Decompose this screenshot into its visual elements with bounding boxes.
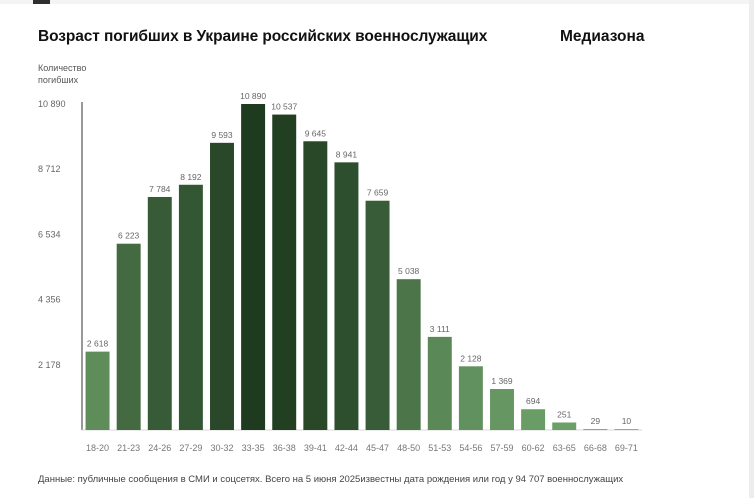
- x-tick-label: 21-23: [117, 443, 140, 453]
- bar: [147, 196, 172, 430]
- data-label: 694: [526, 396, 540, 406]
- y-tick-label: 8 712: [38, 164, 61, 174]
- y-tick-label: 10 890: [38, 99, 66, 109]
- bar: [490, 389, 514, 430]
- bar: [396, 279, 421, 430]
- data-label: 8 941: [336, 149, 358, 159]
- y-tick-label: 2 178: [38, 360, 61, 370]
- data-label: 3 111: [430, 324, 450, 334]
- x-tick-label: 30-32: [210, 443, 233, 453]
- x-tick-label: 54-56: [459, 443, 482, 453]
- bar: [210, 142, 234, 430]
- x-tick-label: 45-47: [366, 443, 389, 453]
- bar: [458, 366, 483, 430]
- x-tick-label: 18-20: [86, 443, 109, 453]
- y-axis-label: Количество погибших: [38, 63, 87, 85]
- x-tick-label: 42-44: [335, 443, 358, 453]
- source-note: Данные: публичные сообщения в СМИ и соцс…: [38, 474, 624, 485]
- data-label: 7 659: [367, 188, 389, 198]
- x-tick-label: 27-29: [179, 443, 202, 453]
- bar: [241, 104, 266, 430]
- y-tick-label: 4 356: [38, 295, 61, 305]
- data-label: 2 618: [87, 339, 109, 349]
- bar: [614, 429, 639, 430]
- x-tick-label: 69-71: [615, 443, 638, 453]
- x-tick-label: 33-35: [242, 443, 265, 453]
- active-tab-indicator[interactable]: [33, 0, 50, 4]
- data-label: 29: [591, 416, 601, 426]
- data-label: 5 038: [398, 266, 420, 276]
- x-tick-label: 48-50: [397, 443, 420, 453]
- bar: [583, 429, 608, 430]
- bar: [521, 409, 546, 430]
- scrollbar-track[interactable]: [749, 0, 754, 498]
- x-tick-label: 51-53: [428, 443, 451, 453]
- data-label: 10 537: [271, 102, 297, 112]
- top-strip: [0, 0, 754, 4]
- bar: [365, 200, 390, 430]
- x-tick-label: 57-59: [490, 443, 513, 453]
- bar: [427, 336, 452, 430]
- data-label: 10 890: [240, 91, 266, 101]
- data-label: 1 369: [491, 376, 513, 386]
- bar: [552, 422, 577, 430]
- data-label: 9 645: [305, 128, 327, 138]
- x-tick-label: 36-38: [273, 443, 296, 453]
- y-tick-label: 6 534: [38, 229, 61, 239]
- data-label: 10: [622, 416, 632, 426]
- bar: [303, 141, 328, 431]
- x-tick-label: 60-62: [522, 443, 545, 453]
- data-label: 251: [557, 409, 571, 419]
- chart-title: Возраст погибших в Украине российских во…: [38, 28, 488, 45]
- brand-logo-text[interactable]: Медиазона: [560, 28, 645, 45]
- bar: [272, 114, 297, 430]
- data-label: 8 192: [180, 172, 202, 182]
- bar: [116, 243, 141, 430]
- bar: [85, 351, 110, 430]
- bar: [178, 184, 203, 430]
- data-label: 7 784: [149, 184, 171, 194]
- x-tick-label: 39-41: [304, 443, 327, 453]
- x-tick-label: 24-26: [148, 443, 171, 453]
- data-label: 9 593: [211, 130, 233, 140]
- x-tick-label: 63-65: [553, 443, 576, 453]
- data-label: 6 223: [118, 231, 140, 241]
- bar: [334, 162, 359, 430]
- data-label: 2 128: [460, 353, 482, 363]
- x-tick-label: 66-68: [584, 443, 607, 453]
